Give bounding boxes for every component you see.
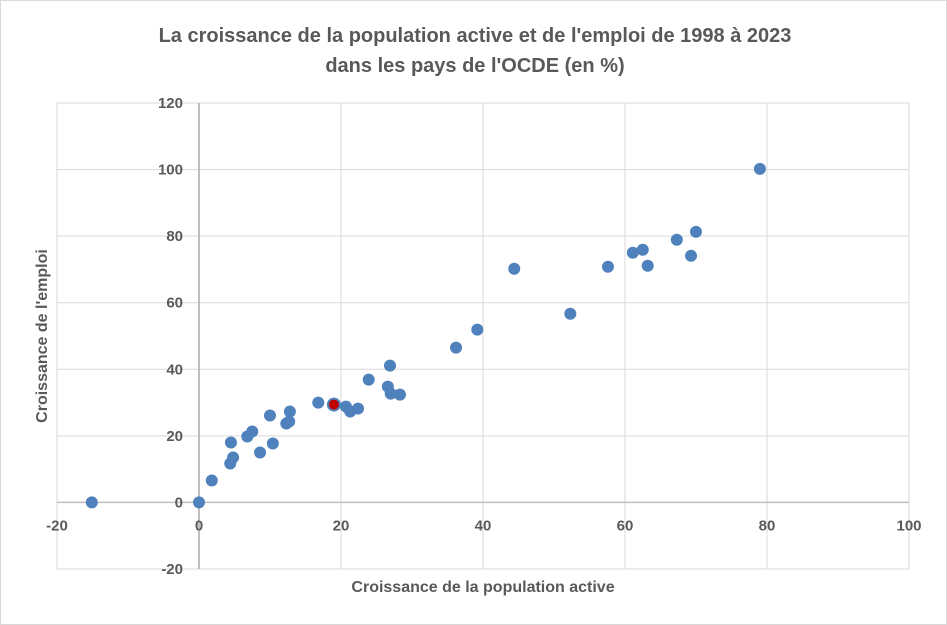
data-point xyxy=(205,474,218,487)
data-point xyxy=(266,437,279,450)
x-tick-label: -20 xyxy=(46,517,68,534)
y-tick-label: 120 xyxy=(158,95,183,112)
chart-title-line-2: dans les pays de l'OCDE (en %) xyxy=(325,55,624,77)
data-point xyxy=(450,341,463,354)
data-point xyxy=(352,402,365,415)
data-point xyxy=(685,249,698,262)
data-point xyxy=(626,246,639,259)
data-point xyxy=(641,259,654,272)
y-tick-label: 100 xyxy=(158,162,183,179)
x-tick-label: 60 xyxy=(617,517,634,534)
data-point xyxy=(362,373,375,386)
data-point xyxy=(471,323,484,336)
data-point xyxy=(508,262,521,275)
y-tick-label: 80 xyxy=(166,228,183,245)
data-point xyxy=(246,425,259,438)
y-tick-label: 40 xyxy=(166,361,183,378)
data-point xyxy=(193,496,205,509)
data-point xyxy=(564,307,577,320)
data-point xyxy=(636,243,649,256)
data-point xyxy=(283,405,296,418)
data-point xyxy=(383,359,396,372)
data-point xyxy=(224,436,237,449)
data-point xyxy=(690,225,702,238)
highlighted-data-point xyxy=(326,397,341,412)
data-point xyxy=(384,387,397,400)
data-point xyxy=(670,233,683,246)
x-tick-label: 40 xyxy=(475,517,492,534)
chart-title-line-1: La croissance de la population active et… xyxy=(159,25,792,47)
x-tick-label: 20 xyxy=(333,517,350,534)
data-point xyxy=(601,260,614,273)
y-tick-label: 0 xyxy=(175,494,183,511)
y-tick-label: -20 xyxy=(161,561,183,578)
data-point xyxy=(227,451,240,464)
data-point xyxy=(254,446,267,459)
x-tick-label: 100 xyxy=(896,517,921,534)
y-tick-label: 60 xyxy=(166,295,183,312)
data-point xyxy=(283,415,296,428)
data-point xyxy=(312,396,325,409)
x-tick-label: 0 xyxy=(195,517,203,534)
data-point xyxy=(85,496,98,509)
data-point xyxy=(393,388,406,401)
x-axis-label: Croissance de la population active xyxy=(351,579,614,596)
data-point xyxy=(264,409,276,422)
y-tick-label: 20 xyxy=(166,428,183,445)
x-tick-label: 80 xyxy=(759,517,776,534)
data-point xyxy=(753,162,766,175)
y-axis-label: Croissance de l'emploi xyxy=(34,249,51,423)
